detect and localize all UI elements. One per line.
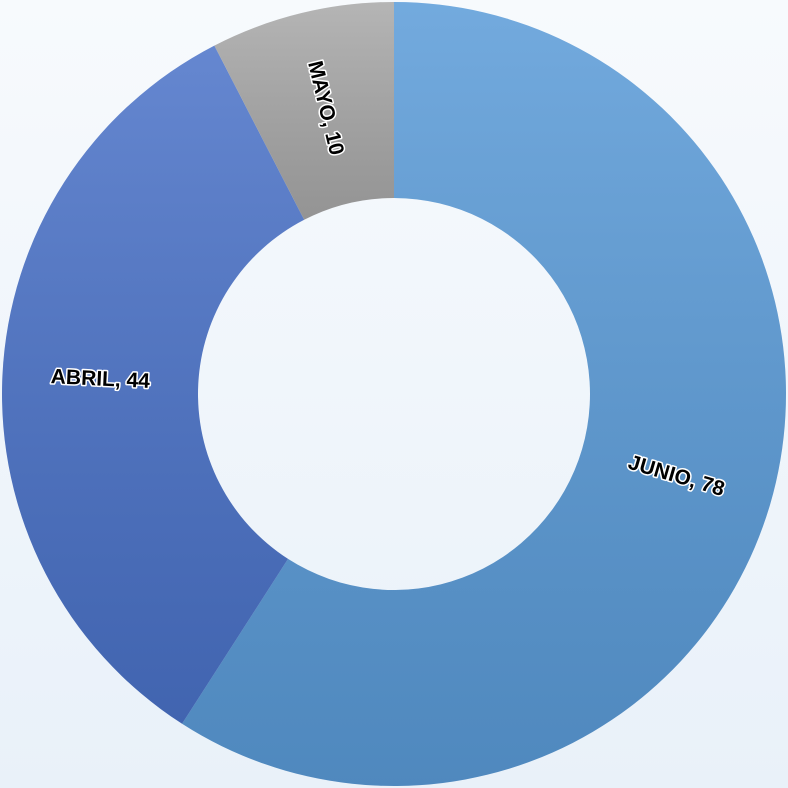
data-label: ABRIL, 44 bbox=[50, 365, 150, 393]
